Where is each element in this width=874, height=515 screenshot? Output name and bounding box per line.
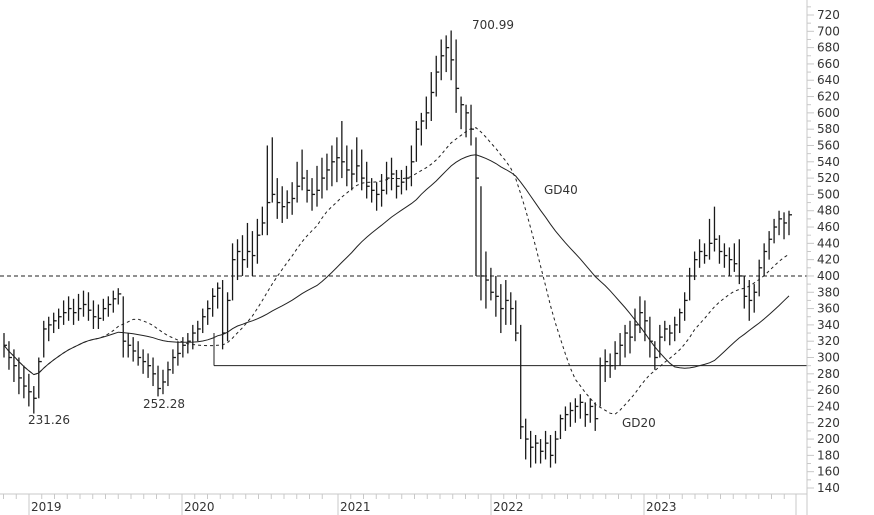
y-tick-label: 660	[817, 57, 840, 71]
x-tick-label: 2021	[340, 500, 371, 514]
y-tick-label: 680	[817, 41, 840, 55]
y-tick-label: 540	[817, 155, 840, 169]
y-tick-label: 180	[817, 448, 840, 462]
y-tick-label: 600	[817, 106, 840, 120]
annotation-low-2: 252.28	[143, 397, 185, 411]
y-tick-label: 140	[817, 481, 840, 495]
plot-area	[0, 30, 807, 468]
y-tick-label: 360	[817, 302, 840, 316]
y-tick-label: 320	[817, 334, 840, 348]
y-tick-label: 240	[817, 399, 840, 413]
y-tick-label: 200	[817, 432, 840, 446]
gd20-line	[3, 127, 790, 415]
y-tick-label: 420	[817, 253, 840, 267]
y-tick-label: 260	[817, 383, 840, 397]
y-tick-label: 160	[817, 465, 840, 479]
y-tick-label: 520	[817, 171, 840, 185]
x-tick-label: 2019	[31, 500, 62, 514]
y-tick-label: 700	[817, 24, 840, 38]
y-axis: 140 160 180 200 220 240 260 280 300 320 340 360 380 4…	[806, 0, 840, 515]
y-tick-label: 560	[817, 138, 840, 152]
y-tick-label: 580	[817, 122, 840, 136]
annotation-high: 700.99	[472, 18, 514, 32]
x-tick-label: 2022	[493, 500, 524, 514]
y-tick-label: 380	[817, 285, 840, 299]
gd40-line	[3, 154, 790, 376]
annotation-low-1: 231.26	[28, 413, 70, 427]
y-tick-label: 340	[817, 318, 840, 332]
y-tick-label: 720	[817, 8, 840, 22]
y-tick-label: 460	[817, 220, 840, 234]
y-tick-label: 480	[817, 204, 840, 218]
y-tick-label: 500	[817, 187, 840, 201]
y-tick-label: 300	[817, 351, 840, 365]
y-tick-label: 400	[817, 269, 840, 283]
x-tick-label: 2020	[184, 500, 215, 514]
series-label-gd20: GD20	[622, 416, 656, 430]
y-tick-label: 640	[817, 73, 840, 87]
y-tick-label: 440	[817, 236, 840, 250]
series-label-gd40: GD40	[544, 183, 578, 197]
y-tick-label: 620	[817, 90, 840, 104]
y-tick-label: 280	[817, 367, 840, 381]
x-tick-label: 2023	[646, 500, 677, 514]
y-tick-label: 220	[817, 416, 840, 430]
x-axis: 2019 2020 2021 2022 2023	[0, 493, 807, 515]
